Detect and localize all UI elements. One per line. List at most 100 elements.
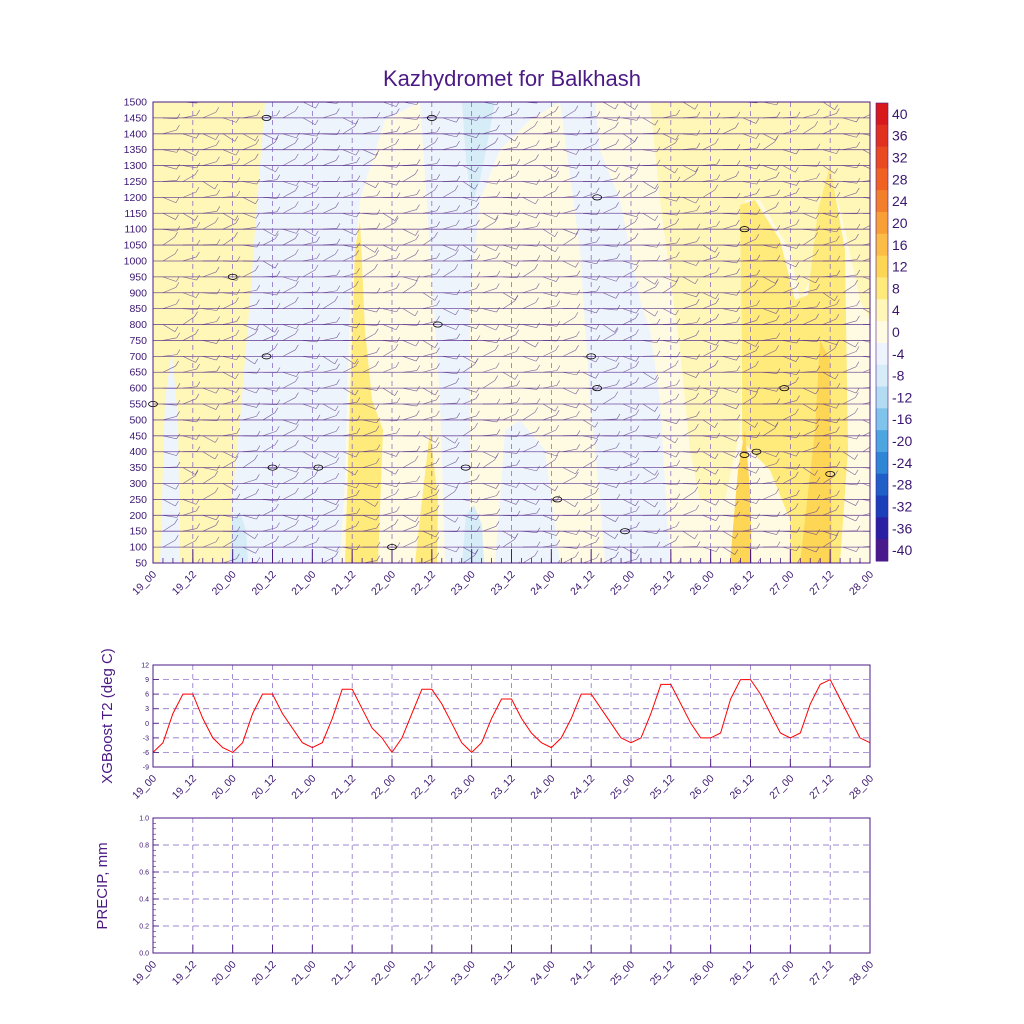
wind-barb-flag [455,546,460,553]
wind-barb-shaft [302,241,317,246]
precip-x-tick-label: 26_00 [688,959,717,988]
cross-section-y-tick-label: 950 [129,271,147,283]
wind-barb-flag [394,215,399,221]
wind-barb-flag [236,190,241,197]
wind-barb-flag [295,137,299,144]
wind-barb-shaft [482,451,496,459]
wind-barb-flag [494,216,499,223]
wind-barb-shaft [282,540,296,548]
wind-barb-shaft [582,443,595,452]
wind-barb-flag [856,187,860,194]
wind-barb-shaft [602,467,617,471]
wind-barb-shaft [462,499,477,503]
wind-barb-shaft [522,324,537,328]
cross-section-y-tick-label: 550 [129,399,147,411]
cross-section-y-tick-label: 1150 [124,208,147,220]
wind-barb-shaft [702,143,716,150]
wind-barb-flag [736,219,740,226]
wind-barb-shaft [782,356,797,362]
wind-barb-flag [696,299,700,305]
wind-barb-shaft [602,447,617,453]
wind-barb-flag [757,559,761,563]
wind-barb-shaft [662,507,675,516]
wind-barb-flag [536,426,540,432]
wind-barb-shaft [483,562,484,563]
wind-barb-flag [834,343,838,349]
wind-barb-shaft [362,308,377,313]
wind-barb-shaft [342,365,356,373]
wind-barb-flag [735,403,740,409]
wind-barb-shaft [182,368,197,373]
wind-barb-shaft [782,192,797,198]
wind-barb-flag [715,298,720,304]
wind-barb-flag [495,521,500,527]
wind-barb-flag [175,276,180,282]
wind-barb-shaft [802,511,817,516]
wind-barb-flag [335,426,340,432]
wind-barb-flag [776,111,781,118]
wind-barb-shaft [282,492,296,500]
wind-barb-flag [314,264,319,271]
wind-barb-shaft [502,300,515,309]
wind-barb-shaft [423,102,424,103]
wind-barb-shaft [442,446,457,453]
wind-barb-flag [436,410,440,416]
wind-barb-flag [314,470,318,476]
wind-barb-shaft [322,524,336,532]
cross-section-x-tick-label: 22_12 [409,569,438,598]
t2-y-tick-label: 12 [141,663,149,670]
wind-barb-shaft [442,515,456,523]
wind-barb-flag [554,405,559,412]
wind-barb-flag [856,300,860,306]
cross-section-x-tick-label: 24_00 [528,569,557,598]
wind-barb-flag [635,281,639,287]
wind-barb-shaft [302,269,316,278]
wind-barb-shaft [482,288,497,294]
wind-barb-flag [235,373,239,379]
wind-barb-shaft [522,445,536,452]
wind-barb-flag [676,209,681,216]
wind-barb-shaft [642,117,656,126]
colorbar-label: -40 [892,542,912,558]
wind-barb-shaft [602,324,615,333]
wind-barb-flag [795,167,799,173]
wind-barb-shaft [842,284,855,294]
t2-x-ticks: 19_00 19_12 20_00 20_12 21_00 21_12 22_00 22_12… [130,773,876,802]
wind-barb-flag [416,114,421,120]
wind-barb-shaft [802,254,816,262]
precip-x-tick-label: 20_00 [210,959,239,988]
wind-barb-flag [254,328,259,334]
wind-barb-flag [415,230,419,236]
wind-barb-shaft [602,515,616,522]
wind-barb-flag [416,204,420,210]
wind-barb-flag [555,166,559,173]
wind-barb-shaft [582,509,596,516]
wind-barb-shaft [842,238,856,246]
wind-barb-shaft [222,451,236,459]
wind-barb-shaft [402,525,417,532]
wind-barb-shaft [502,385,517,389]
wind-barb-flag [654,120,659,126]
wind-barb-shaft [222,117,237,123]
wind-barb-shaft [422,510,437,516]
wind-barb-shaft [802,113,817,119]
wind-barb-flag [514,534,518,540]
wind-barb-flag [315,314,320,320]
wind-barb-shaft [822,371,836,380]
wind-barb-flag [514,295,518,302]
wind-barb-flag [654,470,659,476]
wind-barb-flag [675,134,679,140]
wind-barb-flag [596,225,601,232]
wind-barb-flag [415,355,420,362]
cross-section-y-tick-label: 1250 [124,176,148,188]
wind-barb-shaft [622,462,637,468]
wind-barb-flag [314,153,319,159]
wind-barb-flag [376,522,380,529]
wind-barb-flag [614,533,619,539]
wind-barb-shaft [502,530,516,539]
wind-barb-shaft [422,530,436,538]
wind-barb-shaft [322,546,337,552]
wind-barb-shaft [282,133,297,139]
wind-barb-flag [174,535,179,541]
wind-barb-shaft [182,174,196,182]
